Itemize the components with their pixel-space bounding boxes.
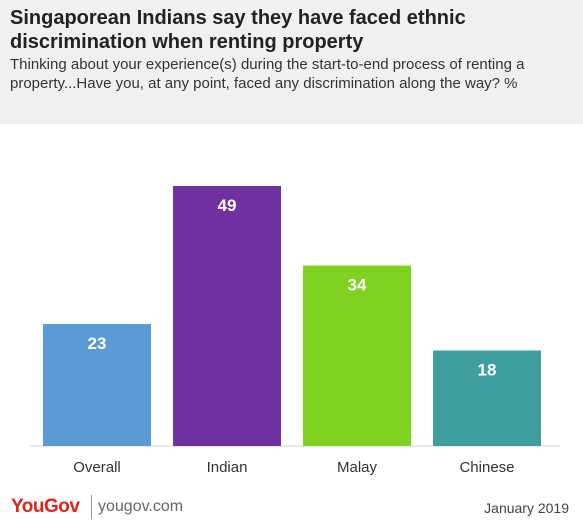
bar-chart: 23 Overall 49 Indian 34 Malay 18 Chinese: [30, 186, 560, 476]
category-label-indian: Indian: [207, 459, 248, 476]
data-label-malay: 34: [348, 276, 367, 295]
footer-date: January 2019: [484, 500, 569, 516]
bar-overall: [43, 323, 151, 446]
bar-chinese: [433, 350, 541, 446]
data-label-indian: 49: [218, 196, 237, 215]
bar-malay: [303, 265, 411, 446]
chart-title: Singaporean Indians say they have faced …: [10, 7, 466, 53]
category-label-chinese: Chinese: [459, 459, 514, 476]
data-label-chinese: 18: [478, 360, 497, 379]
data-label-overall: 23: [88, 334, 107, 353]
bar-indian: [173, 186, 281, 446]
chart-subtitle: Thinking about your experience(s) during…: [10, 56, 525, 92]
footer-divider: [91, 495, 92, 519]
category-label-overall: Overall: [73, 459, 121, 476]
footer-site: yougov.com: [98, 498, 184, 515]
category-label-malay: Malay: [337, 459, 378, 476]
header-panel: Singaporean Indians say they have faced …: [0, 0, 583, 124]
yougov-logo: YouGov: [11, 496, 80, 517]
